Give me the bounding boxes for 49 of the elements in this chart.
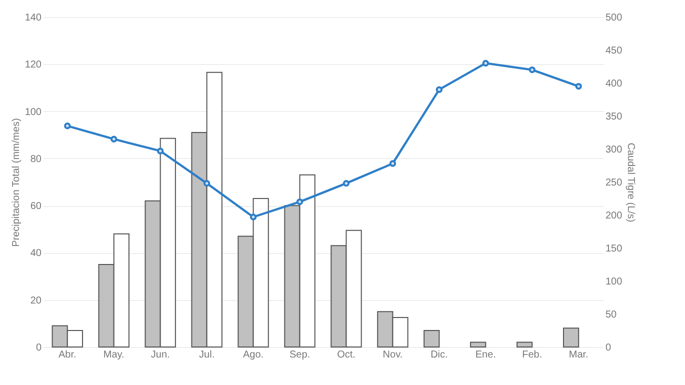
- x-tick-label: Nov.: [382, 350, 403, 360]
- y2-tick-label: 250: [606, 178, 623, 188]
- point: [482, 60, 489, 67]
- point: [342, 180, 350, 187]
- point: [528, 66, 536, 74]
- x-tick-label: May.: [103, 350, 124, 360]
- x-tick-label: Jun.: [150, 350, 170, 360]
- x-tick-label: Oct.: [337, 350, 356, 360]
- point: [436, 86, 443, 93]
- point: [250, 214, 257, 220]
- y2-tick-label: 300: [606, 144, 623, 156]
- y2-tick-label: 400: [606, 78, 623, 90]
- y2-tick-label: 0: [606, 342, 612, 354]
- point: [203, 180, 210, 187]
- x-tick-label: Abr.: [58, 350, 76, 360]
- bar: [516, 342, 533, 348]
- y2-tick-label: 150: [606, 244, 623, 254]
- x-tick-label: Feb.: [522, 350, 542, 360]
- y2-tick-label: 350: [606, 112, 623, 122]
- x-tick-label: Mar.: [568, 350, 588, 360]
- point: [64, 122, 71, 130]
- point: [389, 160, 396, 167]
- x-tick-label: Sep.: [289, 350, 310, 360]
- y-tick-label: 100: [24, 106, 42, 118]
- y-tick-label: 80: [30, 154, 42, 165]
- y2-axis-title: Caudal Tigre (L/s): [625, 142, 636, 222]
- y-tick-label: 120: [24, 60, 42, 71]
- bar: [563, 328, 580, 348]
- y2-tick-label: 100: [606, 276, 623, 288]
- point: [157, 148, 164, 154]
- bar: [470, 342, 486, 348]
- x-tick-label: Ago.: [243, 350, 264, 360]
- x-tick-label: Ene.: [475, 350, 496, 360]
- point: [296, 198, 304, 206]
- y-tick-label: 20: [30, 295, 42, 306]
- y-tick-label: 40: [30, 248, 42, 260]
- y-tick-label: 140: [24, 12, 42, 24]
- y2-tick-label: 500: [606, 12, 623, 24]
- y2-tick-label: 450: [606, 46, 623, 56]
- y2-tick-label: 50: [606, 310, 618, 320]
- point: [575, 82, 582, 90]
- x-tick-label: Dic.: [430, 350, 448, 360]
- y-axis-title: Precipitacion Total (mm/mes): [10, 118, 22, 247]
- y2-tick-label: 200: [606, 210, 623, 222]
- y-tick-label: 0: [36, 342, 42, 354]
- point: [110, 136, 118, 142]
- x-tick-label: Jul.: [199, 350, 215, 360]
- y-tick-label: 60: [30, 201, 42, 212]
- bar: [424, 330, 440, 348]
